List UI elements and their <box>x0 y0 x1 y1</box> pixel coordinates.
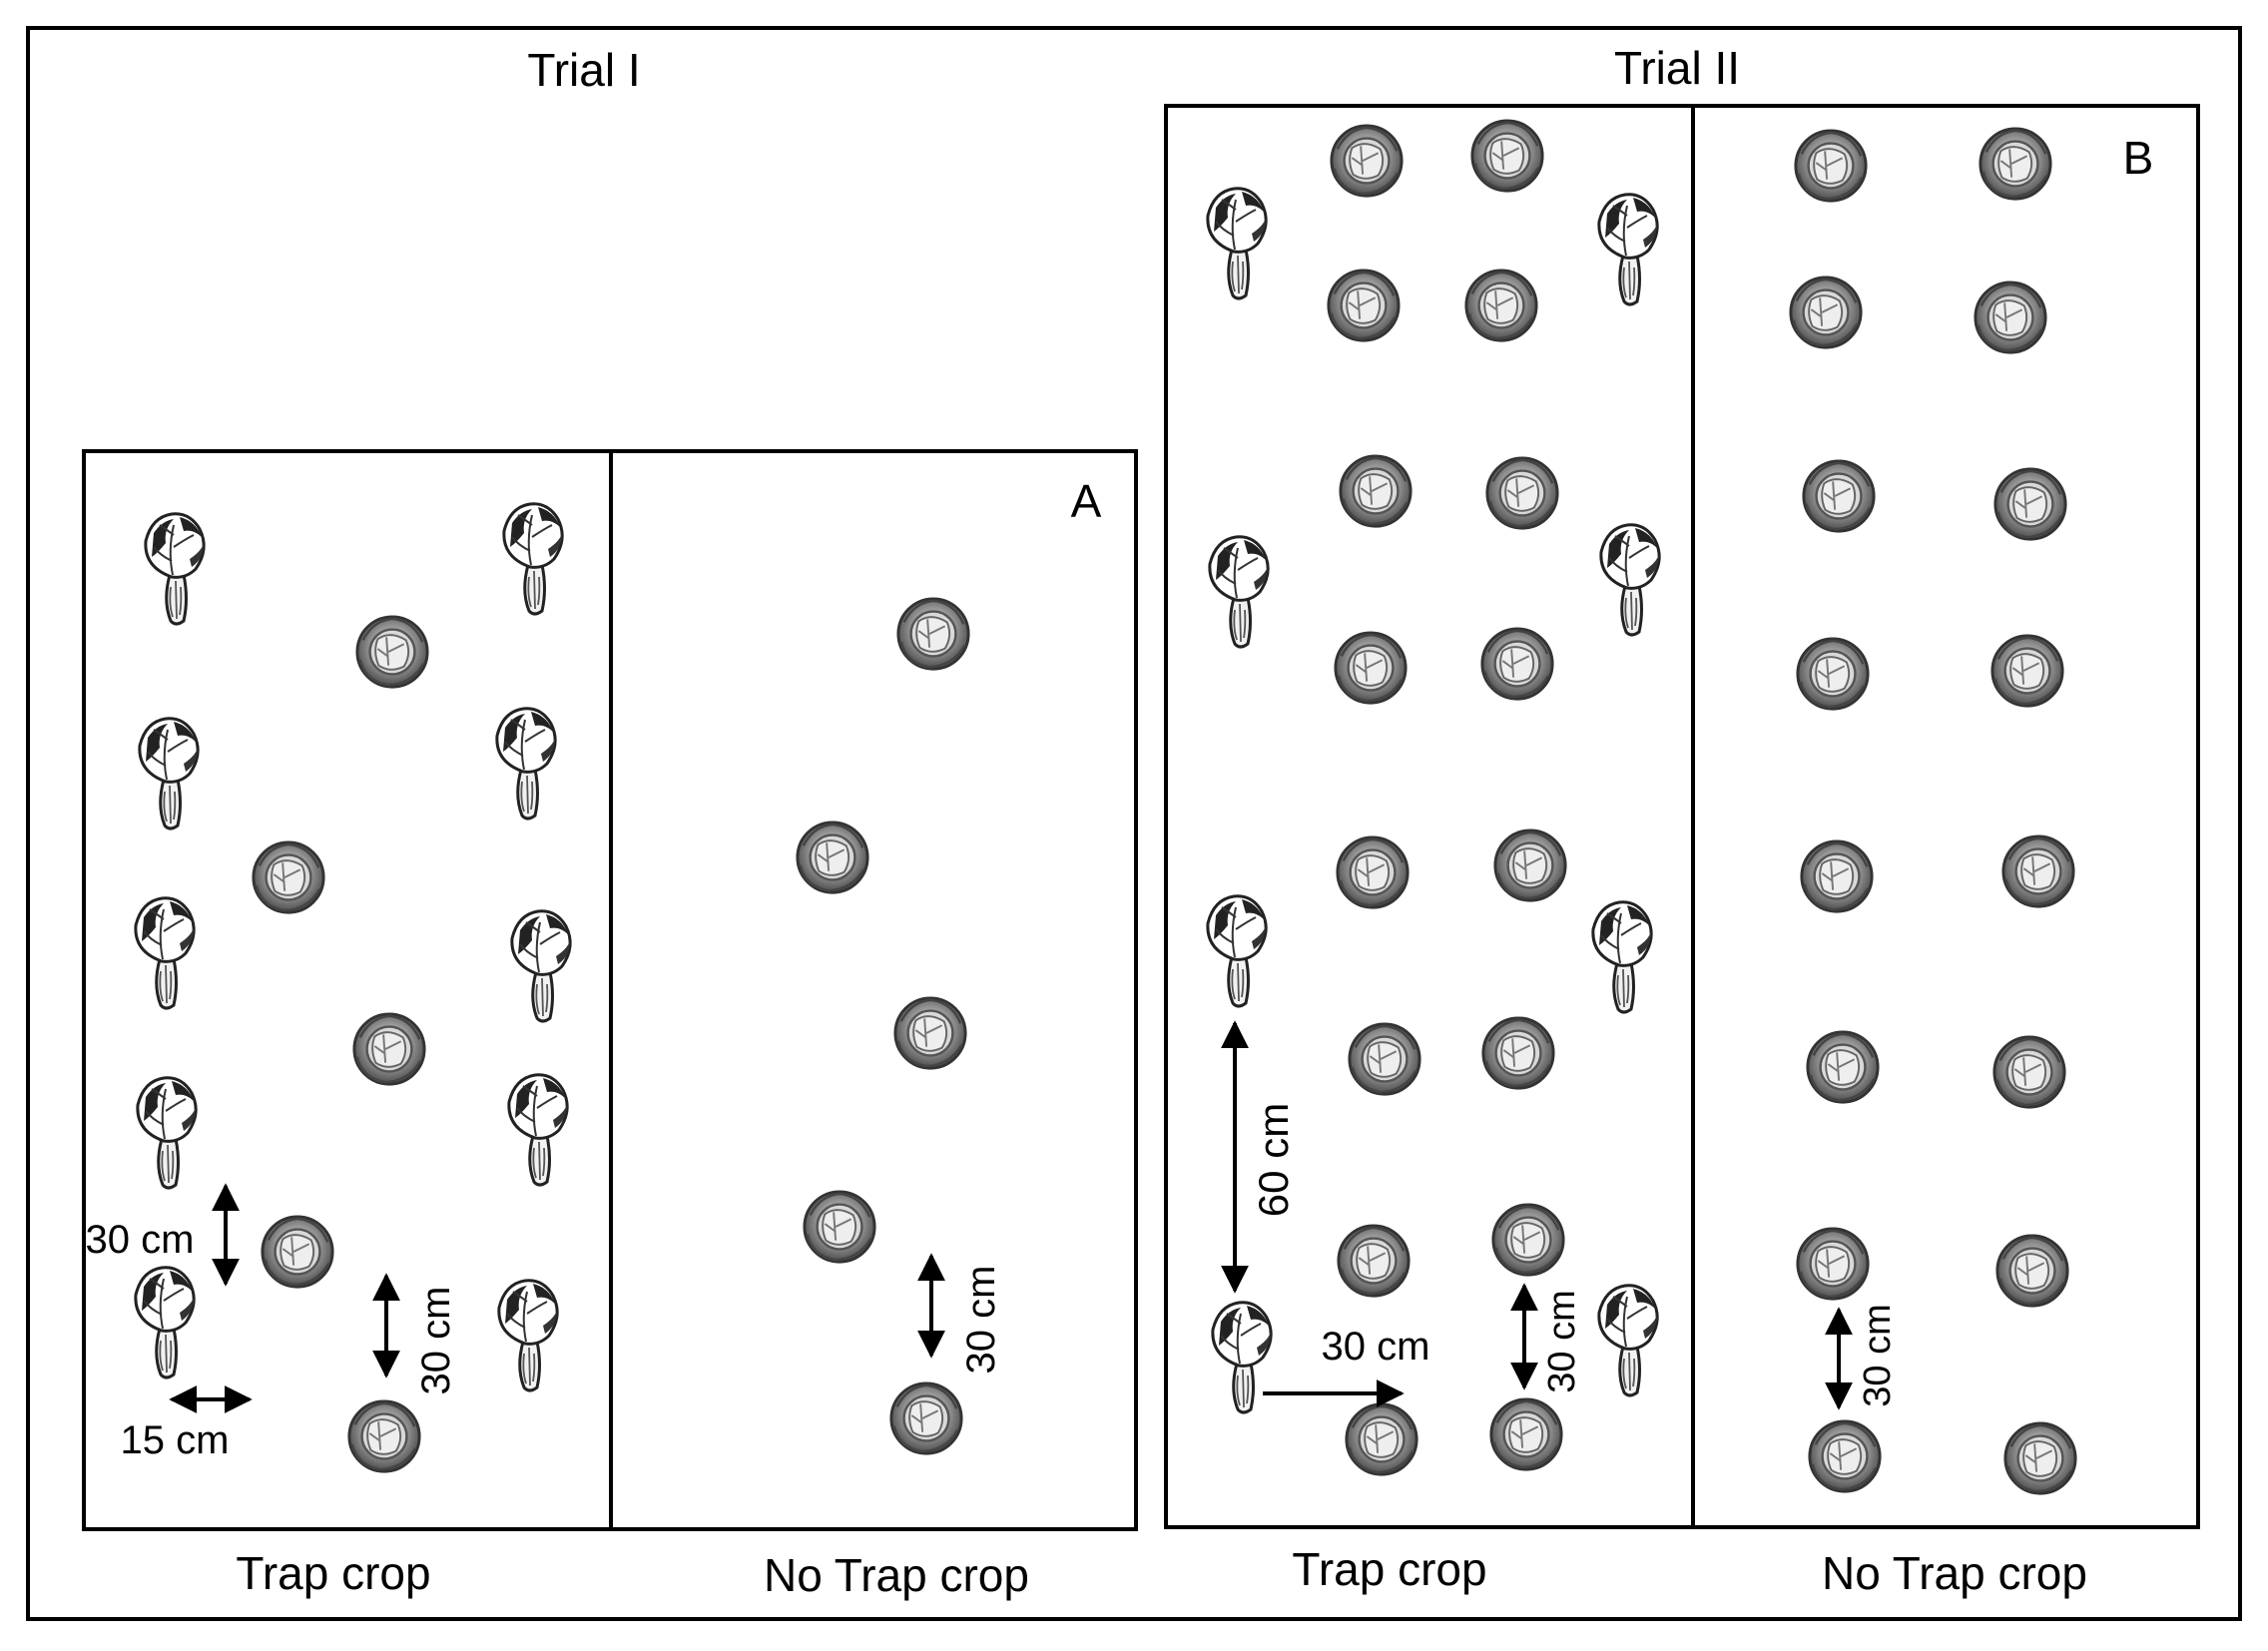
trap-cabbage-spacing-label: 30 cm <box>414 1287 458 1395</box>
cabbage-icon <box>1481 1016 1555 1090</box>
cabbage-icon <box>1489 1397 1563 1471</box>
trap-row-spacing-label: 30 cm <box>86 1218 195 1262</box>
trial-2-no-trap-crop-label: No Trap crop <box>1822 1547 2087 1599</box>
cabbage-icon <box>1802 459 1876 533</box>
cabbage-icon <box>1348 1022 1421 1096</box>
bok-choy-icon <box>1599 523 1661 637</box>
no-trap-spacing-label: 30 cm <box>959 1266 1003 1375</box>
bok-choy-icon <box>1206 894 1268 1008</box>
trial-2-title: Trial II <box>1614 42 1740 94</box>
cabbage-icon <box>796 821 869 894</box>
cabbage-icon <box>352 1012 426 1086</box>
bok-choy-icon <box>136 1076 198 1190</box>
trial-1-trap-crop-label: Trap crop <box>236 1547 430 1599</box>
cabbage-icon <box>2003 1421 2077 1495</box>
bok-choy-icon <box>495 707 557 821</box>
bok-choy-icon <box>134 896 196 1010</box>
cabbage-icon <box>1470 119 1544 193</box>
cabbage-icon <box>1464 269 1538 342</box>
bok-choy-icon <box>138 717 200 830</box>
panel-label-b: B <box>2123 132 2154 184</box>
bok-choy-icon <box>1211 1301 1273 1414</box>
cabbage-icon <box>1480 627 1554 701</box>
trial-2-trap-crop-label: Trap crop <box>1292 1543 1486 1595</box>
cabbage-icon <box>1345 1402 1418 1476</box>
cabbage-icon <box>1485 456 1559 530</box>
cabbage-icon <box>1491 1203 1565 1277</box>
trial-1-no-trap-crop-label: No Trap crop <box>764 1549 1029 1601</box>
cabbage-icon <box>1330 124 1404 198</box>
trial-1-no-trap-crop-plot <box>609 449 1138 1531</box>
trial-2-group: Trial II B <box>1164 42 2200 1599</box>
cabbage-icon <box>1796 637 1870 711</box>
cabbage-icon <box>1990 634 2064 708</box>
cabbage-icon <box>1334 631 1408 705</box>
trial-1-title: Trial I <box>527 44 640 96</box>
trial-1-trap-plants <box>134 502 572 1392</box>
outer-frame <box>26 26 2242 1621</box>
trap-horizontal-spacing-label: 30 cm <box>1322 1325 1430 1369</box>
cabbage-icon <box>1327 269 1401 342</box>
cabbage-icon <box>1339 454 1413 528</box>
cabbage-icon <box>355 615 429 689</box>
bok-choy-icon <box>507 1073 569 1187</box>
cabbage-icon <box>1995 1234 2069 1308</box>
trial-1-group: Trial I A 30 cm 30 cm <box>82 44 1138 1601</box>
trial-1-no-trap-cabbages <box>796 597 970 1455</box>
bok-choy-icon <box>144 512 206 626</box>
cabbage-icon <box>1979 127 2052 201</box>
cabbage-icon <box>1992 1035 2066 1109</box>
bok-choy-icon <box>1206 187 1268 300</box>
cabbage-icon <box>889 1381 963 1455</box>
cabbage-icon <box>893 996 967 1070</box>
cabbage-icon <box>1974 280 2047 354</box>
bok-choy-icon <box>1597 1284 1659 1397</box>
cabbage-icon <box>261 1215 334 1289</box>
cabbage-icon <box>347 1399 421 1473</box>
bok-choy-icon <box>1208 535 1270 649</box>
cabbage-icon <box>803 1190 876 1264</box>
bok-choy-icon <box>502 502 564 616</box>
cabbage-icon <box>1800 839 1874 913</box>
trap-plant-spacing-label: 60 cm <box>1250 1103 1297 1217</box>
cabbage-icon <box>252 840 325 914</box>
trial-2-no-trap-crop-plot <box>1691 104 2200 1529</box>
bok-choy-icon <box>1597 193 1659 306</box>
no-trap-spacing-label-2: 30 cm <box>1857 1304 1899 1406</box>
cabbage-icon <box>1794 129 1868 203</box>
trial-2-trap-plants <box>1206 187 1661 1414</box>
cabbage-icon <box>1808 1419 1882 1493</box>
trial-2-no-trap-cabbages <box>1789 127 2077 1495</box>
bok-choy-icon <box>510 909 572 1023</box>
cabbage-icon <box>2001 834 2075 908</box>
trial-1-trap-cabbages <box>252 615 429 1473</box>
cabbage-icon <box>1336 835 1410 909</box>
cabbage-icon <box>1789 275 1863 349</box>
bok-choy-icon <box>497 1279 559 1392</box>
cabbage-icon <box>896 597 970 671</box>
trap-column-spacing-label: 15 cm <box>121 1418 230 1462</box>
cabbage-icon <box>1796 1227 1870 1301</box>
bok-choy-icon <box>134 1266 196 1379</box>
cabbage-icon <box>1993 467 2067 541</box>
cabbage-icon <box>1806 1030 1880 1104</box>
trap-cabbage-spacing-label-2: 30 cm <box>1541 1290 1583 1392</box>
panel-label-a: A <box>1071 475 1102 527</box>
bok-choy-icon <box>1591 900 1653 1014</box>
cabbage-icon <box>1337 1224 1411 1298</box>
trial-2-trap-cabbages <box>1327 119 1567 1476</box>
cabbage-icon <box>1493 828 1567 902</box>
